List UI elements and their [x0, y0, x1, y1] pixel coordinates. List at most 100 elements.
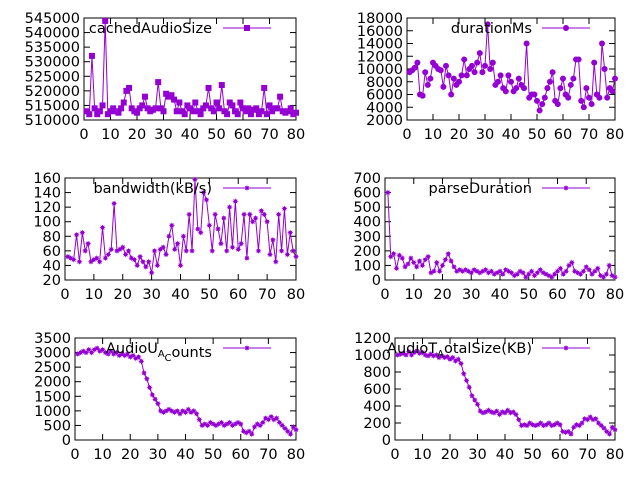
- data-point: [224, 111, 231, 118]
- data-point: [277, 93, 284, 100]
- data-point: [442, 256, 449, 263]
- y-tick-label: 600: [353, 186, 381, 202]
- data-point: [238, 240, 245, 247]
- y-tick-label: 500: [353, 200, 381, 216]
- x-tick-label: 30: [149, 447, 167, 463]
- data-point: [229, 244, 236, 251]
- data-point: [88, 52, 95, 59]
- legend-label-part: A: [158, 349, 165, 360]
- data-point: [594, 265, 601, 272]
- data-point: [269, 236, 276, 243]
- chart-panel-5: 0 10 20 30 40 50 60 70 8005001000150020002500300…: [34, 331, 305, 463]
- data-point: [237, 99, 244, 106]
- x-tick-label: 10: [93, 447, 111, 463]
- data-point: [115, 109, 122, 116]
- data-point: [192, 99, 199, 106]
- chart-panel-3: 0 10 20 30 40 50 60 70 8020406080100120140160ban…: [33, 171, 305, 303]
- data-point: [131, 256, 138, 263]
- x-tick-label: 70: [260, 127, 278, 143]
- data-point: [487, 66, 494, 72]
- data-point: [539, 101, 546, 108]
- data-point: [237, 420, 244, 427]
- data-point: [118, 105, 125, 112]
- data-point: [557, 421, 563, 428]
- data-point: [523, 40, 530, 47]
- x-tick-label: 70: [578, 447, 596, 463]
- x-tick-label: 10: [413, 447, 431, 463]
- data-point: [273, 415, 280, 422]
- plot-frame: [406, 17, 616, 121]
- data-point: [248, 431, 255, 438]
- legend-label: AudioUACounts: [106, 341, 212, 364]
- data-point: [209, 247, 216, 254]
- data-point: [293, 426, 299, 433]
- data-point: [411, 64, 418, 71]
- data-point: [580, 268, 587, 275]
- data-point: [290, 247, 297, 254]
- y-tick-label: 18000: [357, 11, 403, 27]
- data-point: [502, 88, 509, 95]
- data-point: [155, 79, 162, 86]
- data-point: [189, 108, 196, 115]
- data-point: [482, 62, 488, 69]
- data-point: [463, 72, 470, 79]
- legend-label: parseDuration: [428, 181, 532, 197]
- data-point: [508, 78, 514, 85]
- data-point: [138, 358, 145, 365]
- data-point: [223, 247, 230, 254]
- data-point: [474, 59, 481, 66]
- data-point: [515, 416, 522, 423]
- data-point: [586, 94, 592, 101]
- data-point: [495, 78, 501, 85]
- y-tick-label: 545000: [25, 11, 80, 27]
- legend-label: durationMs: [451, 21, 532, 37]
- y-tick-label: 1200: [354, 331, 391, 347]
- data-point: [601, 425, 607, 432]
- data-point: [554, 101, 561, 108]
- x-tick-label: 20: [441, 447, 459, 463]
- data-point: [563, 268, 570, 275]
- x-tick-label: 50: [528, 127, 546, 143]
- x-tick-label: 60: [232, 447, 250, 463]
- data-point: [210, 108, 217, 115]
- data-point: [79, 229, 86, 236]
- data-point: [197, 229, 204, 236]
- data-point: [189, 247, 196, 254]
- legend-sample-marker: [563, 185, 569, 191]
- x-tick-label: 0: [60, 287, 69, 303]
- data-point: [604, 94, 611, 101]
- data-point: [458, 360, 464, 367]
- x-tick-label: 80: [606, 287, 624, 303]
- data-point: [148, 269, 155, 276]
- data-point: [96, 258, 103, 265]
- data-point: [139, 258, 146, 265]
- data-point: [180, 233, 187, 240]
- x-tick-label: 80: [287, 287, 305, 303]
- data-point: [252, 215, 259, 222]
- data-point: [235, 246, 242, 253]
- y-tick-label: 2000: [366, 113, 403, 129]
- y-tick-label: 400: [363, 399, 391, 415]
- legend-label-part: ounts: [172, 345, 213, 361]
- data-point: [425, 253, 432, 260]
- y-tick-label: 3000: [34, 346, 71, 362]
- y-tick-label: 2500: [34, 360, 71, 376]
- data-point: [541, 94, 548, 101]
- data-point: [229, 102, 236, 109]
- chart-panel-1: 0 10 20 30 40 50 60 70 80 51000051500052000052500…: [25, 11, 306, 143]
- data-point: [122, 251, 129, 258]
- data-point: [216, 105, 223, 112]
- plot-frame: [83, 17, 297, 121]
- data-point: [567, 81, 574, 88]
- y-tick-label: 530000: [25, 55, 80, 71]
- data-point: [241, 211, 248, 218]
- data-point: [168, 92, 175, 99]
- legend-label-part: Audio: [387, 341, 428, 357]
- x-tick-label: 80: [287, 447, 305, 463]
- data-point: [151, 247, 158, 254]
- data-point: [73, 231, 80, 238]
- data-point: [476, 50, 483, 57]
- data-point: [196, 416, 203, 423]
- data-point: [264, 218, 271, 225]
- legend-label-part: C: [165, 353, 172, 364]
